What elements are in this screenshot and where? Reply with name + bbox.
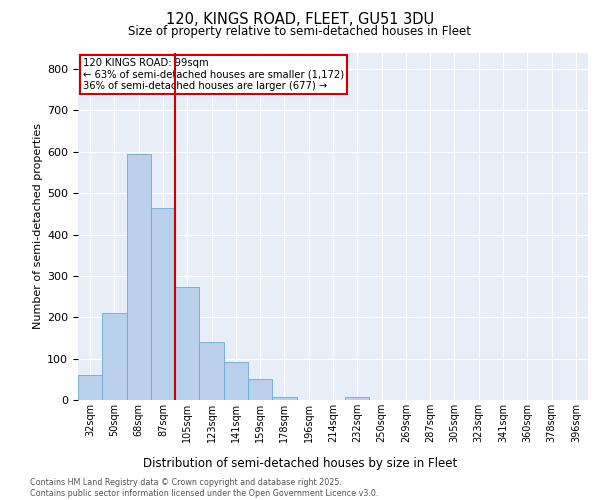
Bar xyxy=(175,288,199,400)
Text: 120 KINGS ROAD: 99sqm
← 63% of semi-detached houses are smaller (1,172)
36% of s: 120 KINGS ROAD: 99sqm ← 63% of semi-deta… xyxy=(83,58,344,91)
Text: Size of property relative to semi-detached houses in Fleet: Size of property relative to semi-detach… xyxy=(128,25,472,38)
Text: Distribution of semi-detached houses by size in Fleet: Distribution of semi-detached houses by … xyxy=(143,458,457,470)
Text: 120, KINGS ROAD, FLEET, GU51 3DU: 120, KINGS ROAD, FLEET, GU51 3DU xyxy=(166,12,434,28)
Y-axis label: Number of semi-detached properties: Number of semi-detached properties xyxy=(33,123,43,329)
Bar xyxy=(248,380,272,400)
Bar xyxy=(102,313,127,400)
Bar xyxy=(151,208,175,400)
Bar xyxy=(224,362,248,400)
Bar xyxy=(78,375,102,400)
Bar xyxy=(199,342,224,400)
Bar xyxy=(272,396,296,400)
Bar xyxy=(345,396,370,400)
Text: Contains HM Land Registry data © Crown copyright and database right 2025.
Contai: Contains HM Land Registry data © Crown c… xyxy=(30,478,379,498)
Bar xyxy=(127,154,151,400)
